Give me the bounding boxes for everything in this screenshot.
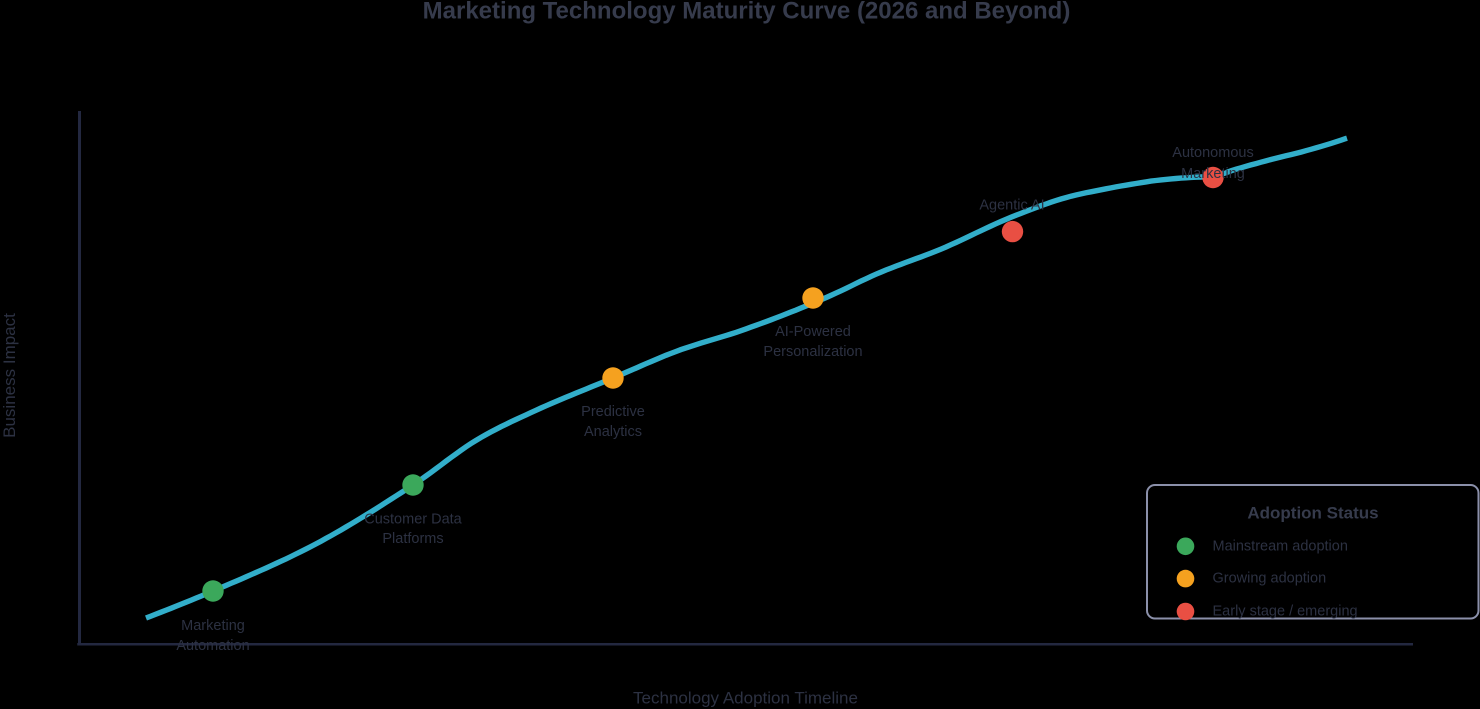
svg-text:Platforms: Platforms — [382, 531, 443, 547]
svg-text:Business Impact: Business Impact — [0, 313, 19, 438]
svg-text:Customer Data: Customer Data — [364, 512, 462, 528]
svg-text:Technology Adoption Timeline: Technology Adoption Timeline — [633, 689, 858, 708]
svg-text:Agentic AI: Agentic AI — [979, 198, 1044, 214]
svg-text:Mainstream adoption: Mainstream adoption — [1213, 538, 1348, 554]
svg-text:Analytics: Analytics — [584, 424, 642, 440]
svg-text:Marketing: Marketing — [181, 618, 245, 634]
svg-text:Automation: Automation — [176, 638, 249, 654]
svg-text:Marketing: Marketing — [1181, 166, 1245, 182]
svg-text:Marketing Technology Maturity: Marketing Technology Maturity Curve (202… — [423, 0, 1071, 24]
svg-text:Personalization: Personalization — [763, 344, 862, 360]
svg-text:Growing adoption: Growing adoption — [1213, 571, 1327, 587]
svg-text:Early stage / emerging: Early stage / emerging — [1213, 604, 1358, 620]
svg-text:Predictive: Predictive — [581, 404, 645, 420]
svg-text:Adoption Status: Adoption Status — [1247, 504, 1378, 523]
svg-text:AI-Powered: AI-Powered — [775, 324, 851, 340]
svg-text:Autonomous: Autonomous — [1172, 145, 1253, 161]
